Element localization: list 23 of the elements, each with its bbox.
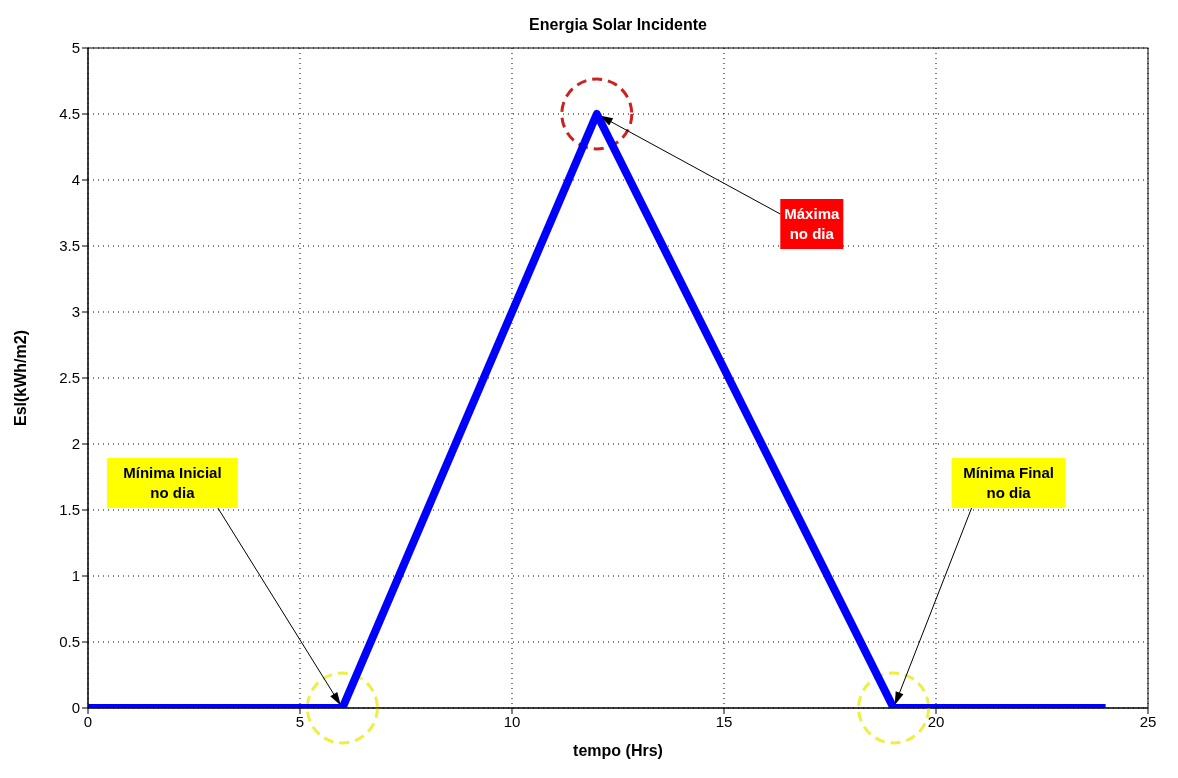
y-tick-label: 1 <box>71 567 80 585</box>
annotation: Mínima Inicial no dia <box>123 464 222 501</box>
x-tick-label: 15 <box>715 712 733 730</box>
y-tick-label: 4 <box>71 171 80 189</box>
x-tick-label: 10 <box>503 712 521 730</box>
annotation: Mínima Final no dia <box>963 464 1055 501</box>
x-axis-title: tempo (Hrs) <box>573 742 663 759</box>
y-tick-label: 5 <box>71 39 80 57</box>
y-tick-label: 2.5 <box>59 369 80 387</box>
x-tick-label: 5 <box>295 712 305 730</box>
chart-title: Energia Solar Incidente <box>528 16 708 34</box>
y-tick-label: 0.5 <box>59 633 80 651</box>
y-tick-label: 2 <box>71 435 80 453</box>
annotation: Máxima no dia <box>784 205 840 242</box>
y-tick-label: 1.5 <box>59 501 80 519</box>
x-tick-label: 20 <box>927 712 945 730</box>
y-axis-title: Esl(kWh/m2) <box>11 329 29 427</box>
x-tick-label: 0 <box>83 712 93 730</box>
y-tick-label: 4.5 <box>59 105 80 123</box>
y-tick-label: 3 <box>71 303 80 321</box>
y-tick-label: 3.5 <box>59 237 80 255</box>
x-tick-label: 25 <box>1139 712 1157 730</box>
y-tick-label: 0 <box>71 699 80 717</box>
